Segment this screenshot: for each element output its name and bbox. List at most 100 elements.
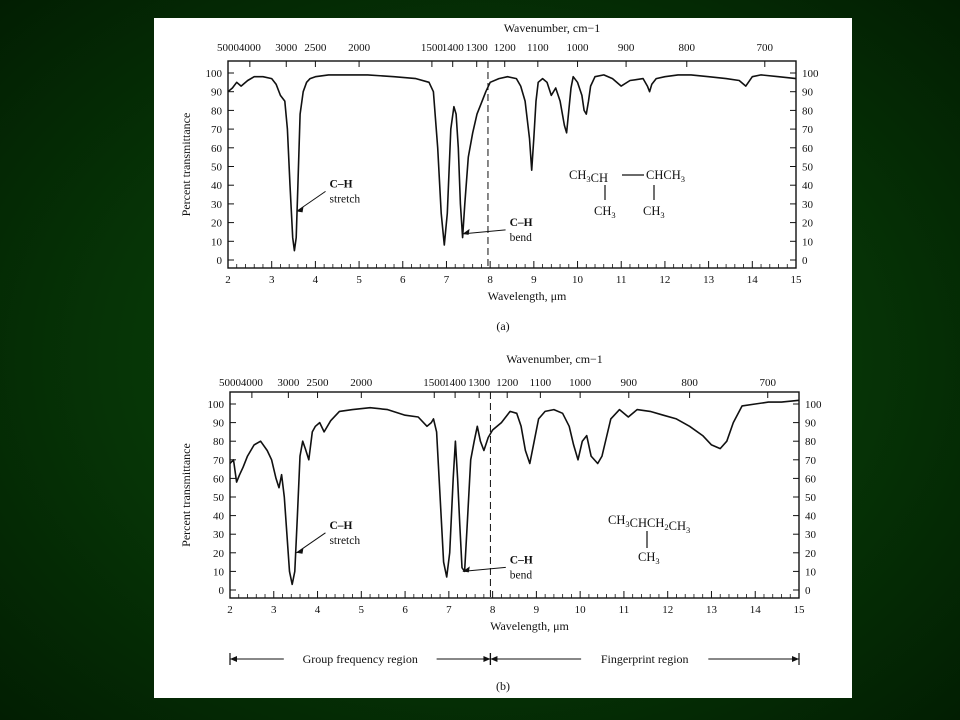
y-tick-label-right: 70 bbox=[805, 455, 817, 467]
x-tick-label: 15 bbox=[794, 604, 806, 616]
top-tick-label: 5000 bbox=[219, 377, 242, 389]
x-tick-label: 11 bbox=[619, 604, 630, 616]
x-tick-label: 2 bbox=[225, 274, 231, 286]
y-tick-label: 100 bbox=[208, 399, 225, 411]
x-tick-label: 8 bbox=[490, 604, 496, 616]
x-tick-label: 3 bbox=[269, 274, 275, 286]
chart-panel-b: Wavenumber, cm−1 5000 4000 3000 2500 2000 1500… bbox=[179, 352, 822, 693]
y-tick-label-right: 70 bbox=[802, 124, 814, 136]
y-tick-label: 60 bbox=[213, 473, 225, 485]
top-tick-label: 1000 bbox=[567, 42, 590, 54]
annotation-label: C–H bbox=[510, 217, 533, 229]
structure-b-main: CH3CHCH2CH3 bbox=[608, 513, 690, 535]
top-tick-label: 5000 bbox=[217, 42, 240, 54]
top-axis-label: Wavenumber, cm−1 bbox=[506, 352, 603, 366]
x-tick-label: 3 bbox=[271, 604, 277, 616]
y-tick-label-right: 60 bbox=[802, 143, 814, 155]
x-tick-label: 12 bbox=[659, 274, 670, 286]
top-tick-label: 4000 bbox=[241, 377, 264, 389]
annotation-arrow bbox=[462, 566, 506, 572]
y-tick-label-right: 100 bbox=[802, 68, 819, 80]
plot-frame bbox=[229, 391, 800, 599]
annotation-label: C–H bbox=[329, 520, 352, 532]
top-tick-label: 1500 bbox=[421, 42, 444, 54]
y-tick-label: 70 bbox=[211, 124, 223, 136]
y-tick-label-right: 40 bbox=[805, 511, 817, 523]
x-tick-label: 15 bbox=[791, 274, 803, 286]
x-tick-label: 12 bbox=[662, 604, 673, 616]
top-tick-label: 1200 bbox=[494, 42, 517, 54]
region-label: Fingerprint region bbox=[601, 652, 689, 666]
y-tick-label: 10 bbox=[213, 566, 225, 578]
top-tick-label: 1300 bbox=[466, 42, 489, 54]
x-axis-label: Wavelength, μm bbox=[490, 619, 569, 633]
structure-a-branch-right: CH3 bbox=[643, 204, 665, 220]
top-tick-label: 1100 bbox=[530, 377, 552, 389]
annotation-arrow bbox=[462, 229, 506, 235]
y-tick-label: 0 bbox=[219, 585, 225, 597]
panel-caption: (b) bbox=[496, 679, 510, 693]
top-tick-label: 900 bbox=[618, 42, 635, 54]
y-tick-label-right: 80 bbox=[805, 436, 817, 448]
annotation-label: C–H bbox=[330, 178, 353, 190]
y-tick-label: 20 bbox=[211, 218, 223, 230]
x-tick-label: 7 bbox=[446, 604, 452, 616]
y-tick-label-right: 20 bbox=[805, 548, 817, 560]
annotation-arrowhead bbox=[462, 566, 470, 573]
x-tick-label: 14 bbox=[747, 274, 759, 286]
region-arrowhead bbox=[490, 656, 498, 662]
y-tick-label-right: 60 bbox=[805, 473, 817, 485]
region-arrowhead bbox=[230, 656, 237, 662]
y-tick-label-right: 20 bbox=[802, 218, 814, 230]
y-axis-label: Percent transmittance bbox=[179, 443, 193, 547]
y-tick-label: 50 bbox=[211, 162, 223, 174]
top-tick-label: 2000 bbox=[348, 42, 371, 54]
structure-b-branch: CH3 bbox=[638, 550, 660, 566]
top-tick-label: 1300 bbox=[468, 377, 491, 389]
x-tick-label: 11 bbox=[616, 274, 627, 286]
top-tick-label: 2500 bbox=[304, 42, 327, 54]
x-axis-label: Wavelength, μm bbox=[488, 289, 567, 303]
top-tick-label: 1000 bbox=[569, 377, 592, 389]
y-tick-label-right: 30 bbox=[802, 199, 814, 211]
annotation-arrowhead bbox=[296, 206, 304, 213]
top-tick-label: 800 bbox=[679, 42, 696, 54]
top-tick-label: 1400 bbox=[442, 42, 465, 54]
annotation-sublabel: stretch bbox=[330, 193, 361, 205]
y-tick-label-right: 90 bbox=[802, 87, 814, 99]
x-tick-label: 6 bbox=[400, 274, 406, 286]
panel-caption: (a) bbox=[496, 319, 509, 333]
structure-a-branch-left: CH3 bbox=[594, 204, 616, 220]
top-tick-label: 900 bbox=[621, 377, 638, 389]
x-tick-label: 6 bbox=[402, 604, 408, 616]
x-tick-label: 9 bbox=[531, 274, 537, 286]
x-tick-label: 5 bbox=[359, 604, 365, 616]
top-tick-label: 2500 bbox=[307, 377, 330, 389]
top-tick-label: 700 bbox=[759, 377, 776, 389]
top-tick-label: 3000 bbox=[277, 377, 300, 389]
x-tick-label: 4 bbox=[313, 274, 319, 286]
y-tick-label: 80 bbox=[213, 436, 225, 448]
top-tick-label: 1500 bbox=[423, 377, 446, 389]
top-tick-label: 2000 bbox=[350, 377, 373, 389]
top-tick-label: 800 bbox=[681, 377, 698, 389]
structure-a-left: CH3CH bbox=[569, 168, 608, 185]
annotation-arrowhead bbox=[296, 547, 304, 554]
top-tick-label: 4000 bbox=[239, 42, 262, 54]
x-tick-label: 13 bbox=[703, 274, 715, 286]
top-axis-label: Wavenumber, cm−1 bbox=[504, 21, 601, 35]
y-axis-label: Percent transmittance bbox=[179, 113, 193, 217]
y-tick-label: 70 bbox=[213, 455, 225, 467]
y-tick-label-right: 0 bbox=[802, 255, 808, 267]
y-tick-label: 10 bbox=[211, 236, 223, 248]
top-tick-label: 700 bbox=[757, 42, 774, 54]
annotation-arrowhead bbox=[462, 228, 470, 235]
y-tick-label-right: 50 bbox=[805, 492, 817, 504]
y-tick-label-right: 100 bbox=[805, 399, 822, 411]
x-tick-label: 9 bbox=[534, 604, 540, 616]
annotation-sublabel: stretch bbox=[329, 535, 360, 547]
x-tick-label: 14 bbox=[750, 604, 762, 616]
y-tick-label-right: 40 bbox=[802, 180, 814, 192]
y-tick-label: 0 bbox=[217, 255, 223, 267]
top-tick-label: 1100 bbox=[527, 42, 549, 54]
